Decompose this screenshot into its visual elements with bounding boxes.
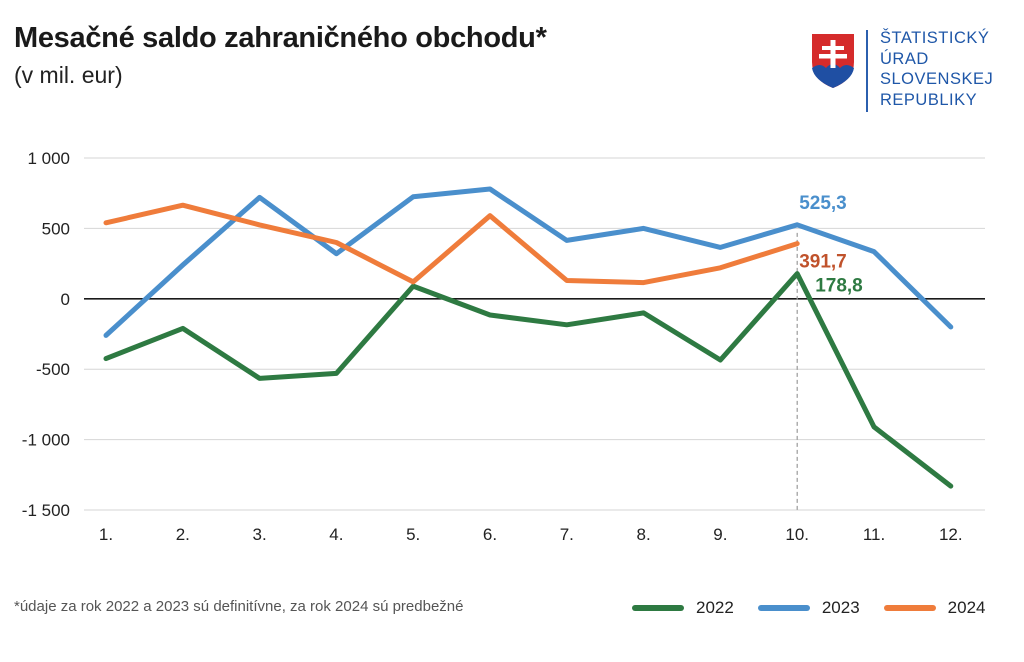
statistical-office-logo: ŠTATISTICKÝ ÚRAD SLOVENSKEJ REPUBLIKY <box>810 28 1010 120</box>
x-tick-label: 7. <box>560 525 574 544</box>
y-tick-label: -500 <box>36 360 70 379</box>
y-tick-label: 0 <box>61 290 70 309</box>
chart-title: Mesačné saldo zahraničného obchodu* <box>14 22 547 54</box>
chart-subtitle: (v mil. eur) <box>14 62 123 88</box>
legend-item-2022: 2022 <box>632 598 734 618</box>
x-tick-label: 9. <box>713 525 727 544</box>
series-line-2023 <box>103 186 954 338</box>
x-tick-label: 8. <box>637 525 651 544</box>
series-line-2024 <box>103 202 800 286</box>
y-tick-label: -1 000 <box>22 431 70 450</box>
legend-label: 2024 <box>947 598 986 617</box>
data-label-2022: 178,8 <box>815 276 863 297</box>
logo-separator <box>866 30 868 112</box>
legend-swatch <box>632 605 684 611</box>
legend-label: 2023 <box>821 598 860 617</box>
x-tick-label: 4. <box>329 525 343 544</box>
legend-swatch <box>883 605 936 611</box>
x-tick-label: 12. <box>939 525 963 544</box>
data-label-2024: 391,7 <box>799 252 847 273</box>
logo-line: ÚRAD <box>880 49 929 68</box>
legend-item-2024: 2024 <box>883 598 986 618</box>
logo-line: REPUBLIKY <box>880 90 978 109</box>
y-tick-label: 500 <box>42 219 70 238</box>
x-tick-label: 2. <box>176 525 190 544</box>
legend: 2022 2023 2024 <box>632 597 1009 619</box>
x-tick-label: 10. <box>785 525 809 544</box>
logo-text: ŠTATISTICKÝ ÚRAD SLOVENSKEJ REPUBLIKY <box>880 28 993 110</box>
legend-swatch <box>757 605 810 611</box>
footnote: *údaje za rok 2022 a 2023 sú definitívne… <box>14 598 464 615</box>
x-tick-label: 6. <box>483 525 497 544</box>
x-tick-label: 11. <box>863 525 885 544</box>
slovak-coat-of-arms-icon <box>812 34 854 88</box>
x-tick-label: 1. <box>99 525 113 544</box>
legend-item-2023: 2023 <box>757 598 860 618</box>
y-tick-label: -1 500 <box>22 501 70 520</box>
x-tick-label: 3. <box>253 525 267 544</box>
data-label-2023: 525,3 <box>799 193 847 214</box>
y-tick-label: 1 000 <box>27 149 70 168</box>
logo-line: SLOVENSKEJ <box>880 70 994 88</box>
series-line-2022 <box>103 271 954 489</box>
x-tick-label: 5. <box>406 525 420 544</box>
logo-line: ŠTATISTICKÝ <box>880 29 990 47</box>
legend-label: 2022 <box>696 598 734 617</box>
